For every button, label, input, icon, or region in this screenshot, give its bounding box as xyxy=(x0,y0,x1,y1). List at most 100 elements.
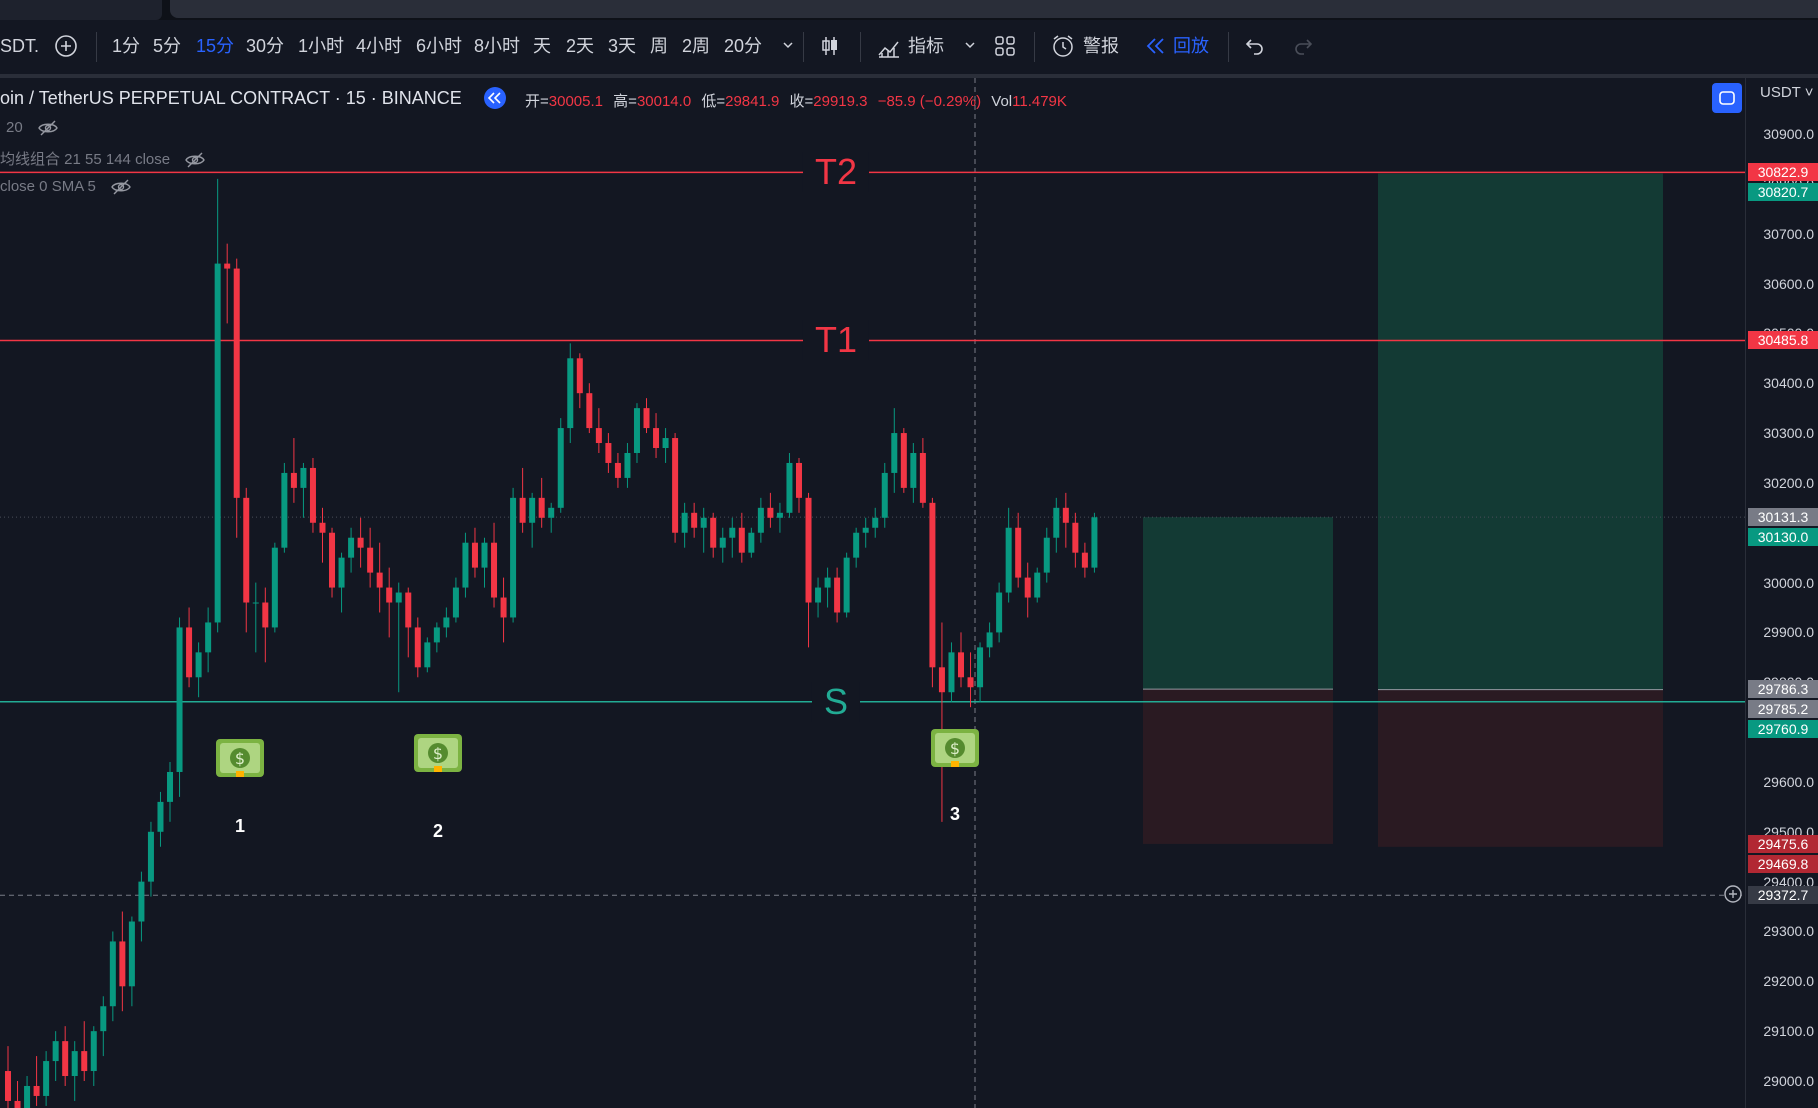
price-label: 30822.9 xyxy=(1748,163,1818,182)
candle-body xyxy=(1024,577,1031,598)
candle-style-icon[interactable] xyxy=(818,34,842,58)
candle-body xyxy=(33,1085,40,1096)
alert-button[interactable]: 警报 xyxy=(1083,36,1119,56)
layout-grid-icon[interactable] xyxy=(994,35,1016,57)
marker-label-3: 3 xyxy=(949,804,961,824)
axis-tick: 29600.0 xyxy=(1763,773,1814,790)
candle-body xyxy=(14,1100,21,1108)
add-alert-icon[interactable] xyxy=(1723,884,1743,904)
candle-body xyxy=(672,438,679,533)
alarm-clock-icon[interactable] xyxy=(1050,33,1076,59)
candle-body xyxy=(100,1006,107,1032)
interval-2[interactable]: 15分 xyxy=(196,36,235,56)
candle-body xyxy=(195,652,202,678)
chevron-down-icon[interactable] xyxy=(781,38,795,52)
candle-body xyxy=(548,507,555,518)
axis-tick: 30900.0 xyxy=(1763,126,1814,142)
interval-4[interactable]: 1小时 xyxy=(298,36,345,56)
interval-12[interactable]: 2周 xyxy=(682,36,711,56)
indicator-volume[interactable]: 20 xyxy=(6,119,59,136)
candle-body xyxy=(176,627,183,772)
axis-tick: 29000.0 xyxy=(1763,1073,1814,1089)
candle-body xyxy=(843,557,850,613)
indicator-label: 20 xyxy=(6,119,23,136)
axis-tick: 30300.0 xyxy=(1763,425,1814,442)
candle-body xyxy=(853,532,860,558)
svg-text:$: $ xyxy=(235,749,245,768)
low-value: 29841.9 xyxy=(725,93,780,110)
candle-body xyxy=(167,771,174,802)
undo-icon[interactable] xyxy=(1244,36,1266,56)
candle-body xyxy=(624,452,631,478)
svg-text:$: $ xyxy=(950,739,960,758)
candle-body xyxy=(290,472,297,488)
chevron-down-icon[interactable] xyxy=(963,38,977,52)
eye-hidden-icon[interactable] xyxy=(110,179,132,195)
candle-body xyxy=(872,517,879,528)
axis-tick: 29400.0 xyxy=(1763,873,1814,890)
chart-pane[interactable] xyxy=(0,78,1745,1108)
eye-hidden-icon[interactable] xyxy=(37,120,59,136)
interval-7[interactable]: 8小时 xyxy=(474,36,521,56)
candle-body xyxy=(891,433,898,473)
interval-5[interactable]: 4小时 xyxy=(356,36,403,56)
price-label: 29475.6 xyxy=(1748,834,1818,853)
candle-body xyxy=(757,507,764,533)
level-label-t2[interactable]: T2 xyxy=(802,152,870,193)
replay-rewind-icon[interactable] xyxy=(1145,37,1167,55)
high-value: 30014.0 xyxy=(636,93,692,110)
interval-3[interactable]: 30分 xyxy=(246,36,285,56)
candle-body xyxy=(205,622,212,653)
candle-body xyxy=(938,667,945,693)
candle-body xyxy=(948,652,955,693)
level-label-s[interactable]: S xyxy=(811,681,861,722)
symbol-search-button[interactable]: SDT. xyxy=(0,36,40,56)
candle-body xyxy=(691,512,698,528)
toolbar-divider xyxy=(96,32,97,62)
candle-body xyxy=(433,627,440,643)
candle-body xyxy=(367,547,374,573)
indicator-ma-combo[interactable]: 均线组合 21 55 144 close xyxy=(0,148,206,169)
interval-11[interactable]: 周 xyxy=(650,36,668,56)
candle-body xyxy=(405,592,412,628)
candle-body xyxy=(338,557,345,588)
candle-body xyxy=(653,428,660,449)
redo-icon[interactable] xyxy=(1292,36,1314,56)
price-label: 30131.3 xyxy=(1748,508,1818,527)
price-axis[interactable] xyxy=(1745,78,1818,1108)
axis-tick: 30700.0 xyxy=(1763,225,1814,242)
candle-body xyxy=(519,497,526,523)
candle-body xyxy=(834,577,841,613)
candle-body xyxy=(614,462,621,478)
symbol-title[interactable]: oin / TetherUS PERPETUAL CONTRACT · 15 ·… xyxy=(0,88,462,108)
eye-hidden-icon[interactable] xyxy=(184,152,206,168)
candle-body xyxy=(643,408,650,429)
axis-tick: 30600.0 xyxy=(1763,275,1814,292)
interval-8[interactable]: 天 xyxy=(533,36,551,56)
candle-body xyxy=(90,1031,97,1072)
interval-10[interactable]: 3天 xyxy=(608,36,637,56)
interval-6[interactable]: 6小时 xyxy=(416,36,463,56)
replay-button[interactable]: 回放 xyxy=(1173,36,1209,56)
interval-13[interactable]: 20分 xyxy=(724,36,763,56)
candlestick-chart[interactable] xyxy=(0,78,1745,1108)
svg-text:$: $ xyxy=(433,744,443,763)
level-label-t1[interactable]: T1 xyxy=(802,320,870,361)
candle-body xyxy=(119,941,126,987)
candle-body xyxy=(43,1061,50,1096)
chart-sync-button[interactable] xyxy=(1712,83,1742,113)
interval-9[interactable]: 2天 xyxy=(566,36,595,56)
indicators-icon[interactable] xyxy=(876,33,902,59)
interval-0[interactable]: 1分 xyxy=(112,36,141,56)
interval-1[interactable]: 5分 xyxy=(153,36,182,56)
indicator-sma[interactable]: close 0 SMA 5 xyxy=(0,178,132,195)
candle-body xyxy=(443,617,450,628)
currency-selector[interactable]: USDT ˅ xyxy=(1760,84,1814,101)
candle-body xyxy=(862,527,869,533)
replay-badge-icon[interactable] xyxy=(484,87,506,109)
candle-body xyxy=(481,542,488,568)
add-symbol-icon[interactable] xyxy=(54,34,78,58)
indicators-button[interactable]: 指标 xyxy=(908,36,944,56)
chart-tab[interactable] xyxy=(0,0,162,20)
candle-body xyxy=(900,433,907,488)
